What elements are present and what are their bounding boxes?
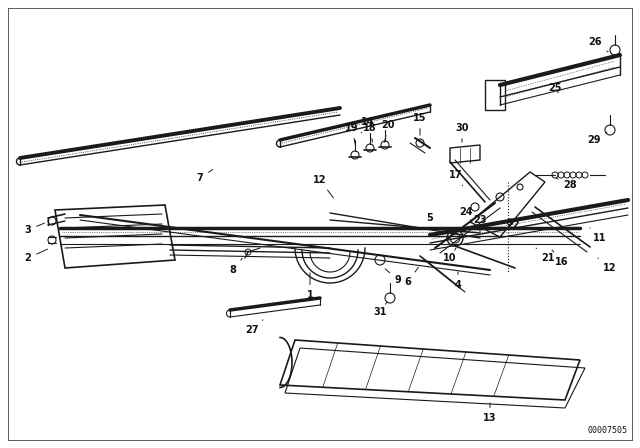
Text: 9: 9 bbox=[385, 269, 401, 285]
Text: 30: 30 bbox=[455, 123, 468, 142]
Text: 8: 8 bbox=[230, 258, 243, 275]
Text: 11: 11 bbox=[590, 228, 607, 243]
Text: 20: 20 bbox=[381, 120, 395, 142]
Text: 00007505: 00007505 bbox=[588, 426, 628, 435]
Text: 13: 13 bbox=[483, 403, 497, 423]
Text: 3: 3 bbox=[24, 223, 44, 235]
Text: 10: 10 bbox=[444, 248, 457, 263]
Text: 1: 1 bbox=[307, 273, 314, 300]
Text: 12: 12 bbox=[598, 258, 617, 273]
Text: 6: 6 bbox=[404, 267, 419, 287]
Text: 15: 15 bbox=[413, 113, 427, 135]
Text: 14: 14 bbox=[361, 117, 375, 133]
Text: 19: 19 bbox=[345, 123, 359, 145]
Text: 18: 18 bbox=[363, 123, 377, 142]
Text: 16: 16 bbox=[552, 250, 569, 267]
Text: 28: 28 bbox=[556, 178, 577, 190]
Text: 23: 23 bbox=[473, 215, 487, 232]
Text: 5: 5 bbox=[427, 213, 438, 228]
Text: 12: 12 bbox=[313, 175, 333, 198]
Text: 17: 17 bbox=[449, 170, 463, 185]
Text: 2: 2 bbox=[24, 249, 47, 263]
Text: 7: 7 bbox=[196, 169, 212, 183]
Text: 24: 24 bbox=[460, 207, 473, 222]
Text: 27: 27 bbox=[245, 320, 263, 335]
Text: 31: 31 bbox=[373, 302, 387, 317]
Text: 26: 26 bbox=[588, 37, 608, 52]
Text: 4: 4 bbox=[454, 272, 461, 290]
Text: 22: 22 bbox=[506, 220, 520, 235]
Text: 21: 21 bbox=[536, 248, 555, 263]
Text: 25: 25 bbox=[548, 83, 562, 93]
Text: 29: 29 bbox=[588, 132, 607, 145]
